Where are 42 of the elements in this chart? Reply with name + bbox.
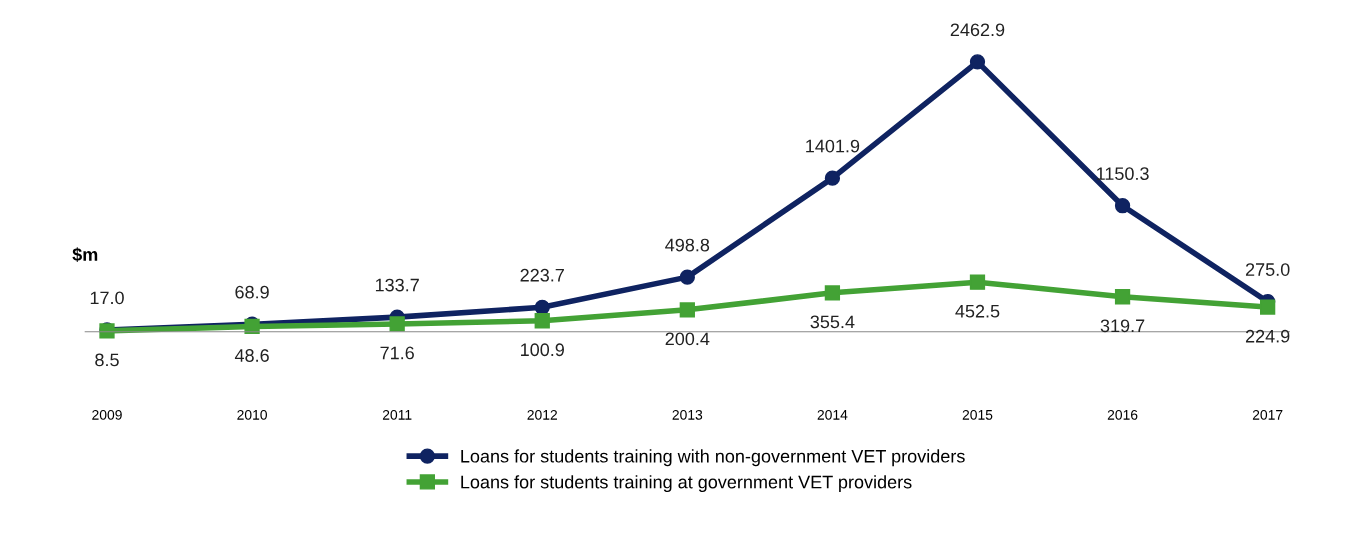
point xyxy=(1114,198,1131,214)
data-label: 319.7 xyxy=(1100,319,1145,333)
data-label: 275.0 xyxy=(1245,263,1290,276)
data-label: 68.9 xyxy=(235,285,269,299)
data-label: 17.0 xyxy=(90,291,124,305)
data-label: 2462.9 xyxy=(950,23,1005,37)
data-label: 200.4 xyxy=(665,332,710,346)
point xyxy=(1260,299,1276,315)
point xyxy=(679,302,695,318)
point xyxy=(969,54,986,70)
data-label: 133.7 xyxy=(375,278,419,292)
data-label: 1150.3 xyxy=(1097,167,1149,181)
data-label: 224.9 xyxy=(1245,329,1290,343)
data-label: 1401.9 xyxy=(806,139,860,153)
point xyxy=(389,316,405,332)
x-tick-label: 2011 xyxy=(382,409,412,420)
point xyxy=(824,285,841,301)
x-tick-label: 2015 xyxy=(962,409,993,420)
point xyxy=(824,170,841,186)
data-label: 71.6 xyxy=(380,346,414,360)
point xyxy=(679,269,695,285)
x-tick-label: 2014 xyxy=(817,409,848,420)
data-label: 100.9 xyxy=(521,343,564,357)
x-tick-label: 2013 xyxy=(672,409,703,420)
x-tick-label: 2009 xyxy=(92,409,122,420)
data-label: 223.7 xyxy=(520,268,564,282)
data-label: 498.8 xyxy=(665,238,710,252)
data-label: 452.5 xyxy=(955,304,1000,318)
data-label: 48.6 xyxy=(234,349,269,362)
point xyxy=(1114,289,1131,305)
legend-label: Loans for students training at government VET providers xyxy=(461,475,912,493)
data-label: 8.5 xyxy=(95,353,119,367)
data-label: 355.4 xyxy=(810,315,855,329)
legend-label: Loans for students training with non-government VET providers xyxy=(461,449,965,467)
x-tick-label: 2017 xyxy=(1252,409,1283,420)
point xyxy=(969,274,986,290)
y-axis-title: $m xyxy=(72,247,98,263)
point xyxy=(534,313,550,329)
x-tick-label: 2016 xyxy=(1107,409,1138,420)
point xyxy=(534,299,550,315)
x-tick-label: 2010 xyxy=(237,409,267,420)
x-tick-label: 2012 xyxy=(527,409,557,420)
